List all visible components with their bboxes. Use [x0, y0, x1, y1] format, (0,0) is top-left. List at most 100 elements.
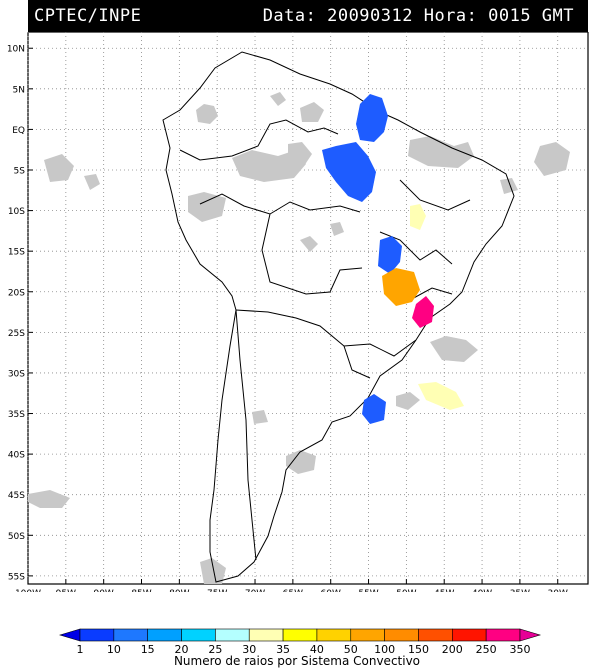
cloud-patch	[232, 150, 306, 182]
country-border	[379, 231, 453, 265]
colorbar-tick-label: 20	[175, 643, 189, 656]
longitude-label: 65W	[283, 589, 303, 592]
country-border	[343, 345, 371, 379]
latitude-label: 15S	[8, 248, 25, 258]
cloud-patch	[300, 102, 324, 122]
colorbar-tick-label: 350	[510, 643, 531, 656]
longitude-label: 75W	[207, 589, 227, 592]
cloud-patch	[270, 92, 286, 106]
latitude-label: 35S	[8, 410, 25, 420]
date-time-label: Data: 20090312 Hora: 0015 GMT	[262, 6, 574, 26]
colorbar-segment	[248, 628, 284, 642]
latitude-label: EQ	[12, 126, 25, 136]
longitude-label: 30W	[548, 589, 568, 592]
convective-system-lightyellow	[418, 382, 464, 410]
colorbar-segment	[418, 628, 453, 642]
colorbar-tick-label: 200	[442, 643, 463, 656]
latitude-label: 55S	[8, 572, 25, 582]
colorbar-tick-label: 35	[276, 643, 290, 656]
country-border	[235, 309, 257, 561]
longitude-label: 100W	[15, 589, 41, 592]
country-border	[409, 287, 453, 301]
cloud-cover	[28, 92, 570, 584]
colorbar-segment	[350, 628, 385, 642]
cloud-patch	[286, 450, 316, 474]
latitude-label: 25S	[8, 329, 25, 339]
colorbar-segment	[147, 628, 182, 642]
colorbar-segment	[316, 628, 352, 642]
country-border	[261, 213, 363, 295]
longitude-label: 80W	[169, 589, 189, 592]
longitude-label: 95W	[56, 589, 76, 592]
longitude-label: 35W	[510, 589, 530, 592]
convective-system-blue	[378, 236, 402, 274]
latitude-labels: 10N 5N EQ 5S 10S 15S 20S 25S 30S 35S 40S 45S 50S 55S	[7, 45, 25, 583]
cloud-patch	[252, 410, 268, 424]
colorbar-segment	[519, 628, 542, 642]
latitude-label: 50S	[8, 532, 25, 542]
latitude-label: 30S	[8, 369, 25, 379]
convective-system-orange	[382, 268, 420, 306]
country-border	[179, 119, 339, 161]
longitude-label: 50W	[396, 589, 416, 592]
cloud-patch	[84, 174, 100, 190]
cloud-patch	[44, 154, 74, 182]
cloud-patch	[188, 192, 226, 222]
longitude-labels: 100W 95W 90W 85W 80W 75W 70W 65W 60W 55W 50W 45W 40W…	[15, 589, 568, 592]
colorbar-labels: 1 10 15 20 25 30 35 40 50 100 150 200 250 350	[77, 643, 531, 656]
longitude-label: 85W	[131, 589, 151, 592]
colorbar-segment	[384, 628, 419, 642]
country-border	[399, 179, 471, 211]
colorbar-segment	[79, 628, 115, 642]
cloud-patch	[534, 142, 570, 176]
colorbar-tick-label: 10	[107, 643, 121, 656]
colorbar-segment	[113, 628, 148, 642]
convective-system-blue	[362, 394, 386, 424]
cloud-patch	[196, 104, 218, 124]
colorbar	[58, 628, 542, 642]
map-frame	[27, 32, 589, 585]
colorbar-tick-label: 50	[344, 643, 358, 656]
colorbar-tick-label: 40	[310, 643, 324, 656]
colorbar-segment	[215, 628, 250, 642]
longitude-label: 45W	[434, 589, 454, 592]
colorbar-tick-label: 250	[476, 643, 497, 656]
colorbar-segment	[485, 628, 521, 642]
convective-system-blue	[322, 142, 376, 202]
cloud-patch	[300, 236, 318, 252]
longitude-label: 55W	[358, 589, 378, 592]
longitude-label: 70W	[245, 589, 265, 592]
cloud-patch	[500, 178, 518, 194]
colorbar-segment	[452, 628, 487, 642]
colorbar-tick-label: 15	[141, 643, 155, 656]
cloud-patch	[28, 490, 70, 508]
colorbar-segment	[282, 628, 318, 642]
longitude-label: 90W	[93, 589, 113, 592]
country-border	[235, 309, 417, 357]
convective-system-magenta	[412, 296, 434, 328]
colorbar-tick-label: 100	[374, 643, 395, 656]
colorbar-segment	[181, 628, 216, 642]
longitude-label: 40W	[472, 589, 492, 592]
country-border	[199, 193, 361, 215]
cloud-patch	[330, 222, 344, 236]
map-panel: 10N5NEQ5S10S15S20S25S30S35S40S45S50S55S …	[7, 32, 589, 592]
colorbar-tick-label: 150	[408, 643, 429, 656]
latitude-label: 10N	[7, 45, 25, 55]
source-label: CPTEC/INPE	[34, 6, 142, 26]
colorbar-tick-label: 30	[242, 643, 256, 656]
colorbar-legend: 1 10 15 20 25 30 35 40 50 100 150 200 250 350 Numero …	[58, 628, 542, 668]
colorbar-tick-label: 25	[208, 643, 222, 656]
latitude-label: 45S	[8, 491, 25, 501]
convective-system-blue	[356, 94, 388, 142]
colorbar-tick-label: 1	[77, 643, 84, 656]
cloud-patch	[430, 336, 478, 362]
colorbar-segment	[58, 628, 81, 642]
latitude-label: 10S	[8, 207, 25, 217]
latitude-label: 5N	[13, 85, 25, 95]
convective-system-lightyellow	[410, 204, 426, 230]
map-header: CPTEC/INPE Data: 20090312 Hora: 0015 GMT	[28, 0, 588, 32]
cloud-patch	[288, 142, 312, 166]
cloud-patch	[408, 136, 474, 168]
cloud-patch	[200, 558, 226, 584]
